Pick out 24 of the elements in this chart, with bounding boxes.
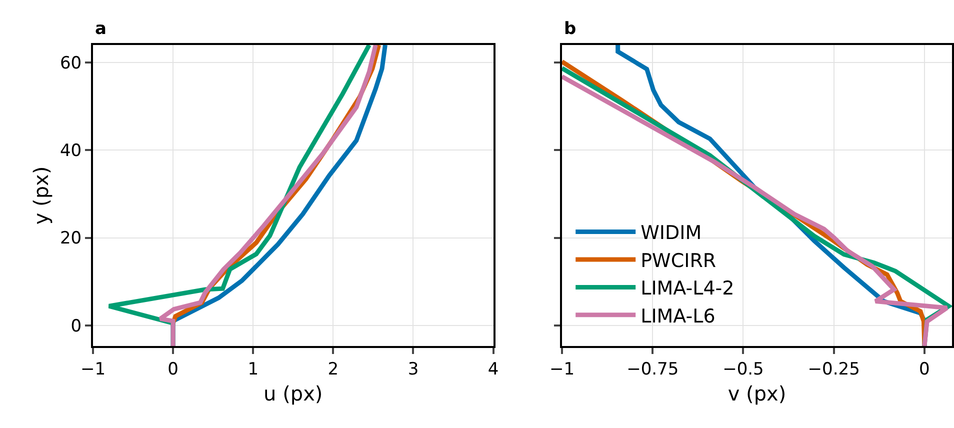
legend-label: WIDIM xyxy=(640,222,702,244)
x-axis-title: v (px) xyxy=(728,381,786,406)
x-tick-label: −1 xyxy=(549,359,575,380)
x-tick-label: −0.75 xyxy=(626,359,679,380)
y-tick-label: 20 xyxy=(60,228,82,249)
x-tick-label: 0 xyxy=(919,359,930,380)
chart-title: a xyxy=(95,19,106,39)
chart-title: b xyxy=(564,19,576,39)
legend-label: LIMA-L4-2 xyxy=(640,278,734,300)
x-axis-title: u (px) xyxy=(264,381,323,406)
y-axis-title: y (px) xyxy=(28,166,53,225)
x-tick-label: −0.5 xyxy=(722,359,764,380)
legend-label: PWCIRR xyxy=(640,250,716,272)
y-tick-label: 40 xyxy=(60,141,82,162)
x-tick-label: 0 xyxy=(168,359,178,380)
legend-label: LIMA-L6 xyxy=(640,305,716,328)
x-tick-label: 4 xyxy=(488,359,499,380)
x-tick-label: 1 xyxy=(248,359,259,380)
x-tick-label: 2 xyxy=(328,359,339,380)
x-tick-label: −0.25 xyxy=(808,359,860,380)
x-tick-label: −1 xyxy=(80,359,106,380)
y-tick-label: 0 xyxy=(70,316,82,336)
x-tick-label: 3 xyxy=(408,359,419,380)
y-tick-label: 60 xyxy=(60,53,82,74)
